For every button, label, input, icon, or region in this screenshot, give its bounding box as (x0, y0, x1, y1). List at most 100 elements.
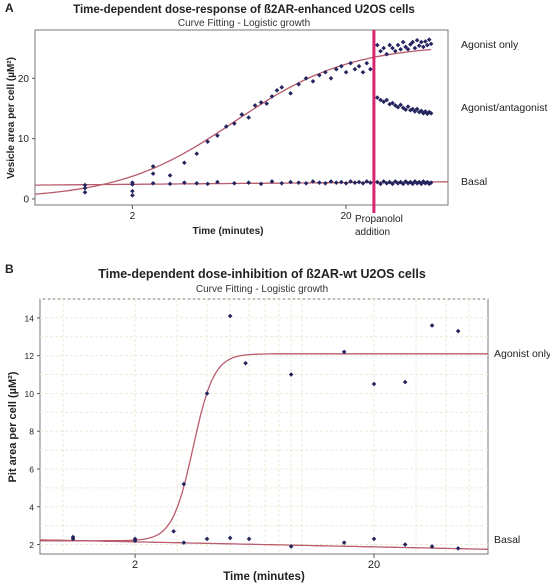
data-point (269, 94, 275, 99)
panel-b-fit-lines (39, 353, 489, 550)
data-point (227, 535, 233, 541)
panel-a: A Time-dependent dose-response of ß2AR-e… (5, 1, 547, 238)
data-point (429, 323, 435, 328)
data-point (181, 481, 187, 487)
data-point (341, 540, 347, 545)
x-tick-label: 2 (132, 559, 138, 571)
data-point (414, 180, 420, 186)
data-point (323, 180, 328, 186)
data-point (343, 69, 349, 75)
y-tick-label: 12 (25, 351, 35, 361)
data-point (423, 180, 428, 186)
data-point (343, 180, 349, 186)
data-point (269, 179, 275, 184)
panel-a-plot-frame (34, 29, 449, 206)
data-point (412, 109, 418, 114)
data-point (205, 181, 210, 187)
data-point (303, 180, 309, 186)
data-point (232, 121, 237, 126)
data-point (317, 180, 322, 185)
data-point (421, 44, 426, 50)
data-point (408, 107, 413, 113)
data-point (348, 179, 353, 184)
panel-a-subtitle: Curve Fitting - Logistic growth (178, 18, 310, 29)
data-point (82, 185, 88, 191)
data-point (410, 106, 415, 112)
panel-b-legend-agonist-only: Agonist only (494, 348, 550, 360)
y-tick-label: 20 (18, 74, 30, 85)
data-point (402, 379, 408, 385)
data-point (246, 536, 252, 542)
data-point (341, 349, 347, 355)
data-point (258, 100, 264, 105)
data-point (339, 63, 344, 69)
data-point (360, 180, 366, 186)
panel-a-event-label-1: Propanolol (355, 214, 403, 225)
data-point (317, 72, 322, 78)
data-point (381, 99, 386, 105)
panel-b-ticks: 2 20 2 4 6 8 10 12 14 (25, 313, 381, 571)
data-point (395, 42, 401, 48)
data-point (400, 181, 406, 187)
y-tick-label: 2 (29, 540, 34, 550)
data-point (390, 45, 395, 51)
data-point (455, 328, 461, 334)
data-point (429, 544, 435, 549)
data-point (419, 39, 424, 45)
data-point (374, 179, 380, 185)
panel-b: B Time-dependent dose-inhibition of ß2AR… (5, 262, 550, 583)
data-point (378, 48, 383, 54)
y-tick-label: 6 (29, 465, 34, 475)
data-point (310, 179, 316, 184)
data-point (371, 381, 377, 387)
data-point (426, 37, 432, 42)
data-point (264, 101, 269, 106)
data-point (381, 45, 386, 51)
data-point (423, 39, 428, 44)
data-point (374, 42, 380, 48)
data-point (204, 536, 210, 542)
x-tick-label: 2 (130, 211, 136, 222)
data-point (384, 97, 390, 103)
data-point (194, 151, 200, 157)
data-point (356, 179, 362, 185)
data-point (410, 39, 415, 45)
data-point (333, 66, 339, 72)
data-point (387, 101, 392, 107)
data-point (405, 104, 411, 109)
data-point (405, 47, 411, 52)
panel-a-legend-agonist-only: Agonist only (461, 39, 519, 51)
data-point (279, 180, 285, 186)
data-point (368, 180, 373, 185)
data-point (215, 133, 220, 138)
data-point (348, 60, 353, 66)
data-point (360, 69, 366, 75)
data-point (395, 180, 401, 186)
data-point (428, 41, 434, 47)
data-point (352, 180, 358, 185)
panel-b-subtitle: Curve Fitting - Logistic growth (196, 284, 328, 295)
data-point (310, 78, 316, 84)
panel-a-legend-basal: Basal (461, 176, 487, 188)
data-point (392, 48, 398, 54)
data-point (150, 164, 156, 169)
y-tick-label: 10 (18, 134, 30, 145)
data-point (384, 51, 390, 57)
panel-a-points (82, 37, 434, 198)
data-point (339, 179, 344, 185)
data-point (414, 106, 420, 112)
data-point (412, 45, 418, 51)
data-point (428, 180, 434, 185)
data-point (356, 63, 362, 69)
data-point (328, 179, 334, 184)
data-point (70, 534, 76, 540)
data-point (378, 181, 383, 187)
panel-a-label: A (5, 1, 14, 15)
data-point (150, 171, 156, 176)
data-point (364, 179, 370, 184)
data-point (426, 109, 432, 115)
data-point (352, 66, 358, 72)
data-point (171, 529, 176, 534)
data-point (398, 47, 403, 52)
data-point (215, 179, 220, 185)
